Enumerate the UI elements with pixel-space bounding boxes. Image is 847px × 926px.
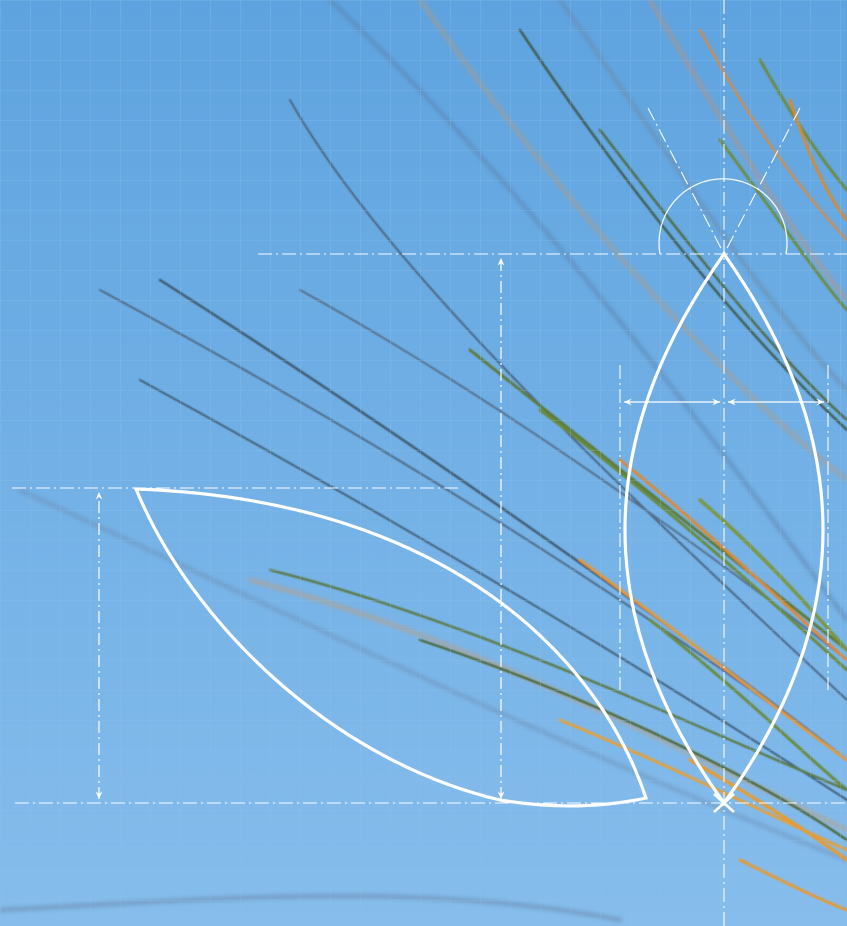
horizontal-leaf [133,487,649,808]
apex-tangent-right [723,107,801,255]
leaf-shapes [133,251,825,813]
dimension-lines [95,258,824,799]
apex-angle-arc [658,178,788,255]
apex-tangent-left [647,107,725,255]
vertical-leaf-tip-cross [713,793,735,813]
construction-lines [12,0,847,926]
